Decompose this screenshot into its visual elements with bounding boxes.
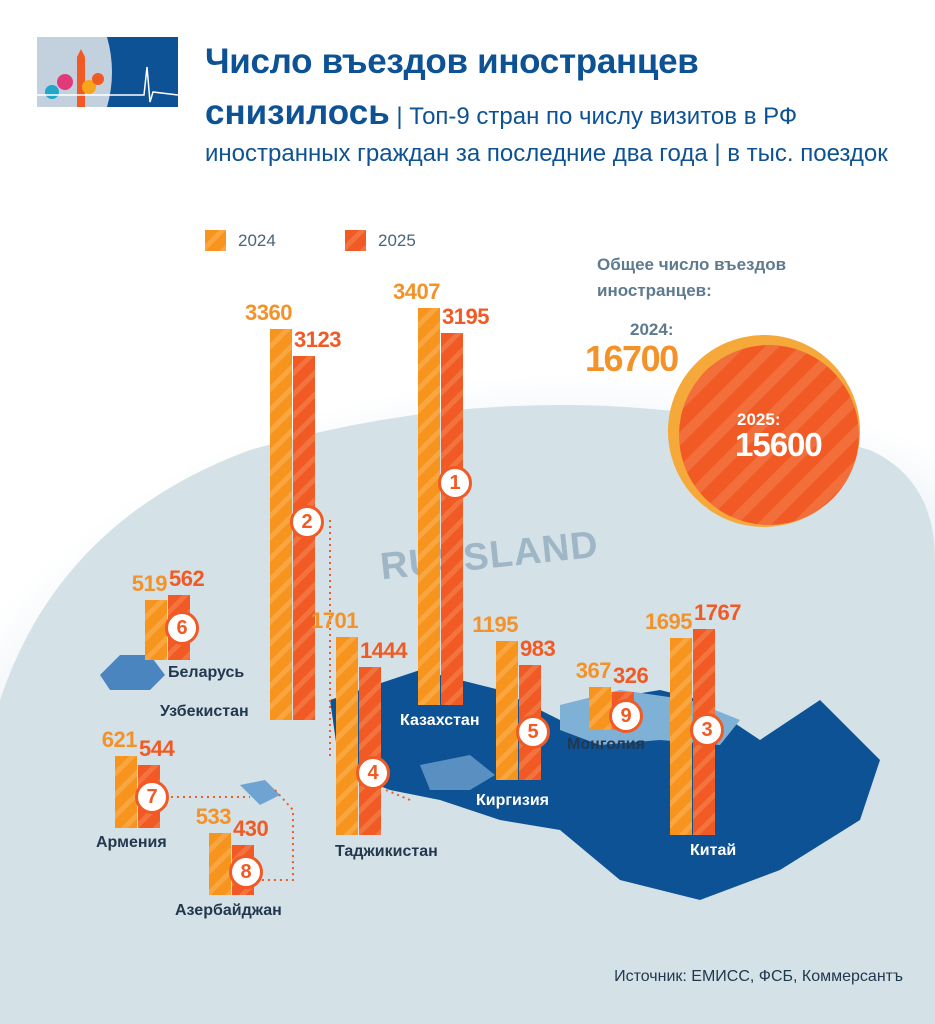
value-label-2024-rank-6: 519 bbox=[131, 570, 168, 596]
bar-2024-rank-1 bbox=[418, 308, 440, 705]
bar-2025-rank-4 bbox=[359, 666, 381, 835]
source-note: Источник: ЕМИСС, ФСБ, Коммерсантъ bbox=[614, 968, 903, 985]
kyrgyzstan-region bbox=[420, 755, 495, 790]
value-label-2025-rank-1: 3195 bbox=[442, 303, 489, 329]
value-label-2024-rank-9: 367 bbox=[575, 658, 612, 684]
value-label-2024-rank-8: 533 bbox=[195, 803, 232, 829]
total-2025-value: 15600 bbox=[735, 426, 823, 463]
rank-badge-1: 1 bbox=[438, 466, 472, 500]
legend-item-2025: 2025 bbox=[345, 230, 416, 251]
chart-title: Число въездов иностранцев bbox=[205, 42, 699, 81]
value-label-2025-rank-7: 544 bbox=[139, 735, 175, 761]
value-label-2024-rank-2: 3360 bbox=[245, 299, 292, 325]
country-label-rank-2: Узбекистан bbox=[160, 703, 249, 720]
totals-heading: Общее число въездов иностранцев: bbox=[597, 255, 787, 300]
bar-2024-rank-4 bbox=[336, 636, 358, 835]
country-label-rank-7: Армения bbox=[96, 834, 167, 851]
country-label-rank-1: Казахстан bbox=[400, 712, 480, 729]
value-label-2025-rank-6: 562 bbox=[169, 565, 205, 591]
total-2025-circle bbox=[679, 345, 859, 525]
country-label-rank-5: Киргизия bbox=[476, 792, 549, 809]
chart-title-continued: снизилось bbox=[205, 93, 390, 132]
logo bbox=[37, 37, 178, 107]
chart-subtitle: снизилось | Топ-9 стран по числу визитов… bbox=[205, 94, 905, 172]
country-label-rank-3: Китай bbox=[690, 842, 737, 859]
rank-badge-4: 4 bbox=[356, 756, 390, 790]
value-label-2025-rank-8: 430 bbox=[233, 815, 269, 841]
value-label-2025-rank-3: 1767 bbox=[694, 600, 741, 626]
bar-2024-rank-9 bbox=[589, 687, 611, 730]
legend-swatch-2025 bbox=[345, 230, 366, 251]
bar-2024-rank-8 bbox=[209, 832, 231, 895]
country-label-rank-4: Таджикистан bbox=[335, 843, 438, 860]
value-label-2024-rank-3: 1695 bbox=[645, 608, 692, 634]
country-label-rank-6: Беларусь bbox=[168, 664, 245, 681]
value-label-2025-rank-9: 326 bbox=[613, 663, 649, 689]
value-label-2024-rank-7: 621 bbox=[101, 726, 138, 752]
bar-2024-rank-5 bbox=[496, 640, 518, 780]
rank-badge-2: 2 bbox=[290, 505, 324, 539]
legend-label-2025: 2025 bbox=[378, 230, 416, 250]
value-label-2025-rank-2: 3123 bbox=[294, 327, 341, 353]
value-label-2024-rank-4: 1701 bbox=[311, 607, 358, 633]
legend-swatch-2024 bbox=[205, 230, 226, 251]
bar-2024-rank-2 bbox=[270, 328, 292, 720]
total-2024-value: 16700 bbox=[585, 338, 679, 379]
belarus-region bbox=[100, 655, 165, 690]
subtitle-text: | Топ-9 стран по числу визитов в РФ инос… bbox=[205, 103, 888, 167]
value-label-2024-rank-5: 1195 bbox=[472, 611, 518, 637]
azerbaijan-region bbox=[240, 780, 280, 805]
legend-item-2024: 2024 bbox=[205, 230, 276, 251]
total-2024-label: 2024: bbox=[630, 320, 674, 339]
bar-2024-rank-6 bbox=[145, 599, 167, 660]
bar-2024-rank-3 bbox=[670, 637, 692, 835]
central-asia-china-region bbox=[330, 670, 880, 900]
rank-badge-5: 5 bbox=[516, 715, 550, 749]
value-label-2025-rank-5: 983 bbox=[520, 636, 556, 662]
country-label-rank-9: Монголия bbox=[567, 736, 645, 753]
value-label-2025-rank-4: 1444 bbox=[360, 637, 407, 663]
total-2025-label: 2025: bbox=[737, 410, 781, 429]
rank-badge-7: 7 bbox=[135, 780, 169, 814]
bar-2025-rank-1 bbox=[441, 332, 463, 705]
rank-badge-6: 6 bbox=[165, 611, 199, 645]
rank-badge-3: 3 bbox=[690, 713, 724, 747]
value-label-2024-rank-1: 3407 bbox=[393, 279, 440, 305]
country-label-rank-8: Азербайджан bbox=[175, 902, 282, 919]
legend-label-2024: 2024 bbox=[238, 230, 276, 250]
rank-badge-9: 9 bbox=[609, 699, 643, 733]
rank-badge-8: 8 bbox=[229, 855, 263, 889]
bar-2024-rank-7 bbox=[115, 755, 137, 828]
